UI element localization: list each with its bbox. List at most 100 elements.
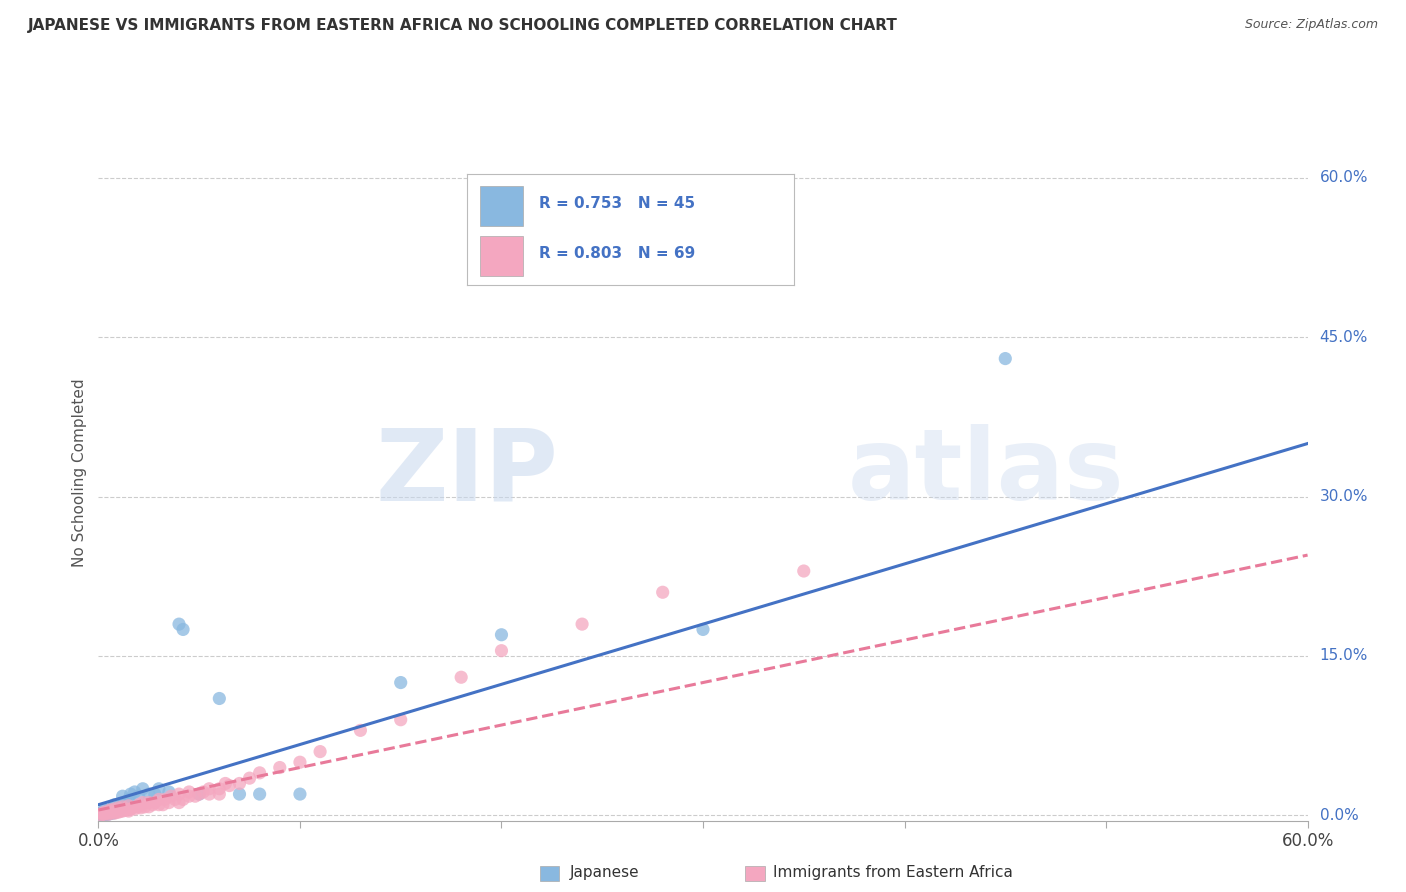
Point xyxy=(167,787,190,801)
Point xyxy=(172,792,194,806)
Point xyxy=(288,756,311,770)
Point xyxy=(994,351,1017,366)
Point xyxy=(107,803,129,817)
Point xyxy=(157,796,180,810)
Text: JAPANESE VS IMMIGRANTS FROM EASTERN AFRICA NO SCHOOLING COMPLETED CORRELATION CH: JAPANESE VS IMMIGRANTS FROM EASTERN AFRI… xyxy=(28,18,898,33)
Point xyxy=(692,623,714,637)
Point xyxy=(111,804,134,818)
FancyBboxPatch shape xyxy=(745,866,765,881)
Point xyxy=(389,713,412,727)
Text: atlas: atlas xyxy=(848,425,1125,521)
Point xyxy=(167,796,190,810)
Point xyxy=(124,802,146,816)
Point xyxy=(101,802,124,816)
Point xyxy=(107,800,129,814)
Point xyxy=(208,787,231,801)
Point xyxy=(132,796,155,810)
Point xyxy=(101,805,124,819)
Point xyxy=(96,806,118,821)
Point xyxy=(128,789,150,804)
Point xyxy=(101,806,124,821)
Point xyxy=(177,789,201,804)
Point xyxy=(571,617,593,632)
Point xyxy=(91,806,114,821)
Point xyxy=(389,675,412,690)
Point xyxy=(107,805,129,819)
Point xyxy=(198,781,221,796)
Point xyxy=(110,801,132,815)
Point xyxy=(184,789,207,804)
Text: Japanese: Japanese xyxy=(569,865,640,880)
Point xyxy=(114,803,136,817)
Point xyxy=(148,792,170,806)
Point xyxy=(193,785,215,799)
Point xyxy=(208,781,231,796)
Point xyxy=(115,796,138,810)
Point xyxy=(100,803,122,817)
Point xyxy=(93,803,115,817)
Point xyxy=(97,804,120,818)
Point xyxy=(163,792,186,806)
Point xyxy=(450,670,472,684)
Point xyxy=(121,801,143,815)
Point xyxy=(132,781,155,796)
Text: 45.0%: 45.0% xyxy=(1320,330,1368,345)
Point xyxy=(103,802,125,816)
Point xyxy=(208,691,231,706)
Point xyxy=(138,800,160,814)
Point xyxy=(152,797,174,812)
Point xyxy=(97,807,120,822)
Point xyxy=(118,792,141,806)
Point xyxy=(107,801,129,815)
Point xyxy=(103,806,125,821)
Point xyxy=(148,781,170,796)
Point xyxy=(172,623,194,637)
Point xyxy=(143,796,166,810)
Point xyxy=(491,628,513,642)
Point xyxy=(214,776,236,790)
Point xyxy=(167,617,190,632)
Point xyxy=(249,765,271,780)
Point xyxy=(114,797,136,812)
Text: 60.0%: 60.0% xyxy=(1320,170,1368,186)
Point xyxy=(188,787,211,801)
Point xyxy=(309,745,332,759)
Text: ZIP: ZIP xyxy=(375,425,558,521)
Point xyxy=(115,803,138,817)
Point xyxy=(651,585,673,599)
Point xyxy=(349,723,371,738)
Point xyxy=(143,787,166,801)
Point xyxy=(118,804,141,818)
Text: Immigrants from Eastern Africa: Immigrants from Eastern Africa xyxy=(773,865,1012,880)
Point xyxy=(138,796,160,810)
Point xyxy=(93,806,115,821)
Point xyxy=(160,789,183,804)
Point xyxy=(118,798,141,813)
Point xyxy=(148,797,170,812)
Y-axis label: No Schooling Completed: No Schooling Completed xyxy=(72,378,87,567)
Point xyxy=(93,807,115,822)
Point xyxy=(96,807,118,822)
Point xyxy=(103,797,125,812)
Point xyxy=(105,803,128,817)
Point xyxy=(124,785,146,799)
Point xyxy=(177,785,201,799)
Point xyxy=(134,800,156,814)
Point xyxy=(91,805,114,819)
Point xyxy=(93,805,115,819)
Point xyxy=(91,807,114,822)
Point xyxy=(100,804,122,818)
Text: 15.0%: 15.0% xyxy=(1320,648,1368,664)
Point xyxy=(91,808,114,822)
Point xyxy=(128,797,150,812)
Point xyxy=(110,804,132,818)
Text: Source: ZipAtlas.com: Source: ZipAtlas.com xyxy=(1244,18,1378,31)
Point xyxy=(103,805,125,819)
Point xyxy=(228,776,250,790)
Point xyxy=(97,805,120,819)
FancyBboxPatch shape xyxy=(540,866,560,881)
Point xyxy=(288,787,311,801)
Point xyxy=(153,792,176,806)
Point xyxy=(105,805,128,819)
Text: 0.0%: 0.0% xyxy=(1320,808,1358,822)
